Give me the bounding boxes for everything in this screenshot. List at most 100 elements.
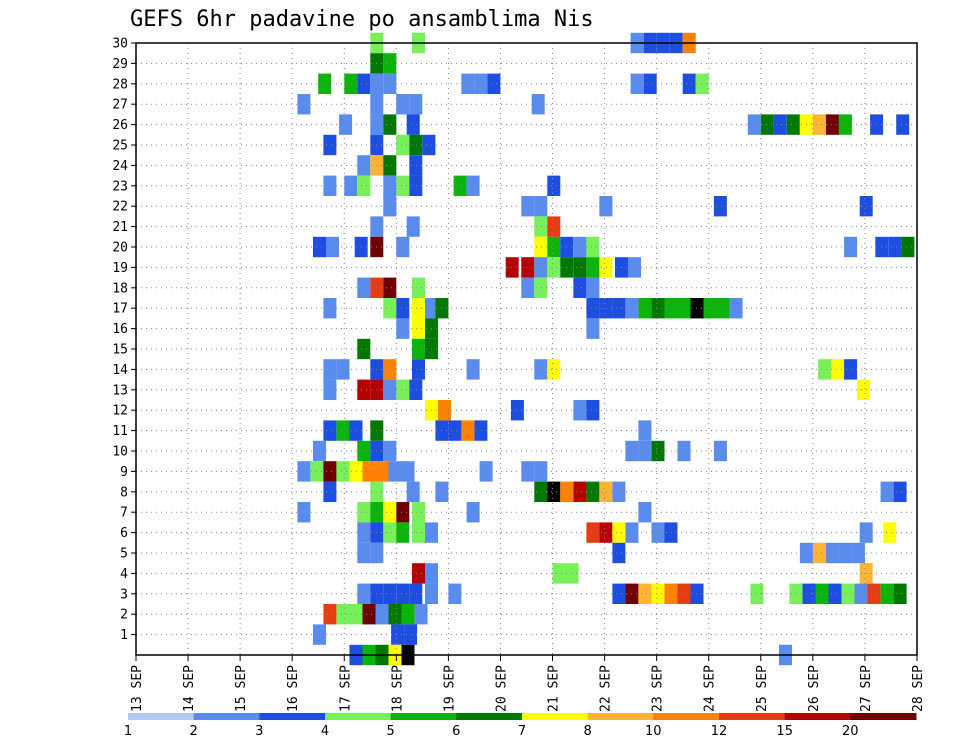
precip-cell [412, 318, 425, 339]
y-tick-label: 24 [112, 159, 128, 174]
precip-cell [880, 481, 894, 502]
colorbar-label: 20 [842, 724, 859, 739]
precip-cell [825, 542, 839, 564]
precip-cell [409, 583, 423, 604]
precip-cell [628, 257, 641, 278]
precip-cell [461, 420, 475, 441]
precip-cell [893, 481, 907, 502]
precip-cell [323, 481, 337, 502]
x-tick-label: 24 SEP [703, 665, 718, 712]
precip-cell [409, 155, 423, 176]
precip-cell [409, 175, 423, 196]
precip-cell [412, 502, 425, 523]
precip-cell [453, 175, 467, 196]
colorbar-swatch [390, 713, 457, 720]
precip-cell [383, 73, 397, 94]
x-tick-label: 26 SEP [807, 665, 822, 712]
y-tick-label: 5 [120, 547, 128, 562]
precip-cell [552, 563, 566, 584]
precip-cell [323, 134, 337, 156]
precip-cell [857, 379, 871, 400]
y-tick-label: 22 [112, 200, 128, 215]
precip-cell [412, 563, 425, 584]
x-tick-label: 23 SEP [651, 665, 666, 712]
colorbar-swatch [456, 713, 523, 720]
y-tick-label: 19 [112, 261, 128, 276]
y-tick-label: 8 [120, 485, 128, 500]
colorbar-label: 10 [645, 724, 662, 739]
precip-cell [586, 236, 600, 258]
precip-cell [448, 420, 462, 441]
precip-cell [612, 583, 626, 604]
precip-cell [362, 604, 376, 625]
precip-cell [638, 583, 652, 604]
precip-cell [901, 236, 915, 258]
precip-cell [677, 583, 691, 604]
y-tick-label: 12 [112, 404, 128, 419]
precip-cell [638, 502, 652, 523]
precip-cell [573, 257, 587, 278]
precip-cell [326, 236, 339, 258]
precip-cell [893, 583, 907, 604]
precip-cell [406, 481, 420, 502]
precip-cell [599, 196, 613, 217]
precip-cell [534, 236, 548, 258]
colorbar-label: 5 [387, 724, 395, 739]
precip-cell [357, 338, 371, 360]
precip-cell [534, 196, 548, 217]
precip-cell [716, 298, 730, 319]
y-tick-label: 21 [112, 220, 128, 235]
precip-cell [409, 379, 423, 400]
precip-cell [510, 400, 524, 421]
precip-cell [547, 175, 561, 196]
y-tick-label: 20 [112, 241, 128, 256]
precip-cell [651, 298, 665, 319]
precip-cell [336, 420, 350, 441]
precip-cell [521, 196, 535, 217]
y-tick-label: 2 [120, 608, 128, 623]
precip-cell [521, 461, 535, 482]
precip-cell [323, 604, 337, 625]
precip-cell [339, 114, 353, 135]
precip-cell [612, 298, 626, 319]
precip-cell [448, 583, 462, 604]
precip-cell [883, 522, 897, 543]
colorbar-label: 1 [124, 724, 132, 739]
x-tick-label: 28 SEP [911, 665, 926, 712]
precip-cell [383, 359, 397, 380]
y-tick-label: 30 [112, 37, 128, 52]
precip-cell [313, 236, 326, 258]
precip-cell [357, 502, 371, 523]
colorbar-label: 2 [190, 724, 198, 739]
precip-cell [487, 73, 501, 94]
precip-cell [521, 277, 535, 298]
colorbar-swatch [325, 713, 392, 720]
precip-cell [396, 94, 410, 115]
precip-cell [547, 236, 561, 258]
precip-cell [404, 624, 418, 645]
y-tick-label: 17 [112, 302, 128, 317]
precip-cell [466, 359, 480, 380]
precip-cell [612, 542, 626, 564]
precip-cell [396, 318, 410, 339]
precip-cell [838, 542, 852, 564]
precip-cell [573, 277, 587, 298]
colorbar-label: 6 [452, 724, 460, 739]
precip-cell [383, 440, 397, 462]
x-tick-label: 14 SEP [182, 665, 197, 712]
colorbar-swatch [128, 713, 195, 720]
x-tick-label: 19 SEP [442, 665, 457, 712]
precip-cell [844, 236, 858, 258]
precip-cell [474, 420, 488, 441]
x-tick-label: 15 SEP [234, 665, 249, 712]
precip-cell [677, 298, 691, 319]
precip-cell [586, 522, 600, 543]
precip-cell [396, 583, 410, 604]
precip-cell [747, 114, 761, 135]
precip-cell [760, 114, 774, 135]
precip-cell [612, 522, 626, 543]
colorbar-swatch [193, 713, 260, 720]
precip-cell [396, 298, 410, 319]
x-tick-label: 21 SEP [547, 665, 562, 712]
precip-cell [630, 73, 644, 94]
